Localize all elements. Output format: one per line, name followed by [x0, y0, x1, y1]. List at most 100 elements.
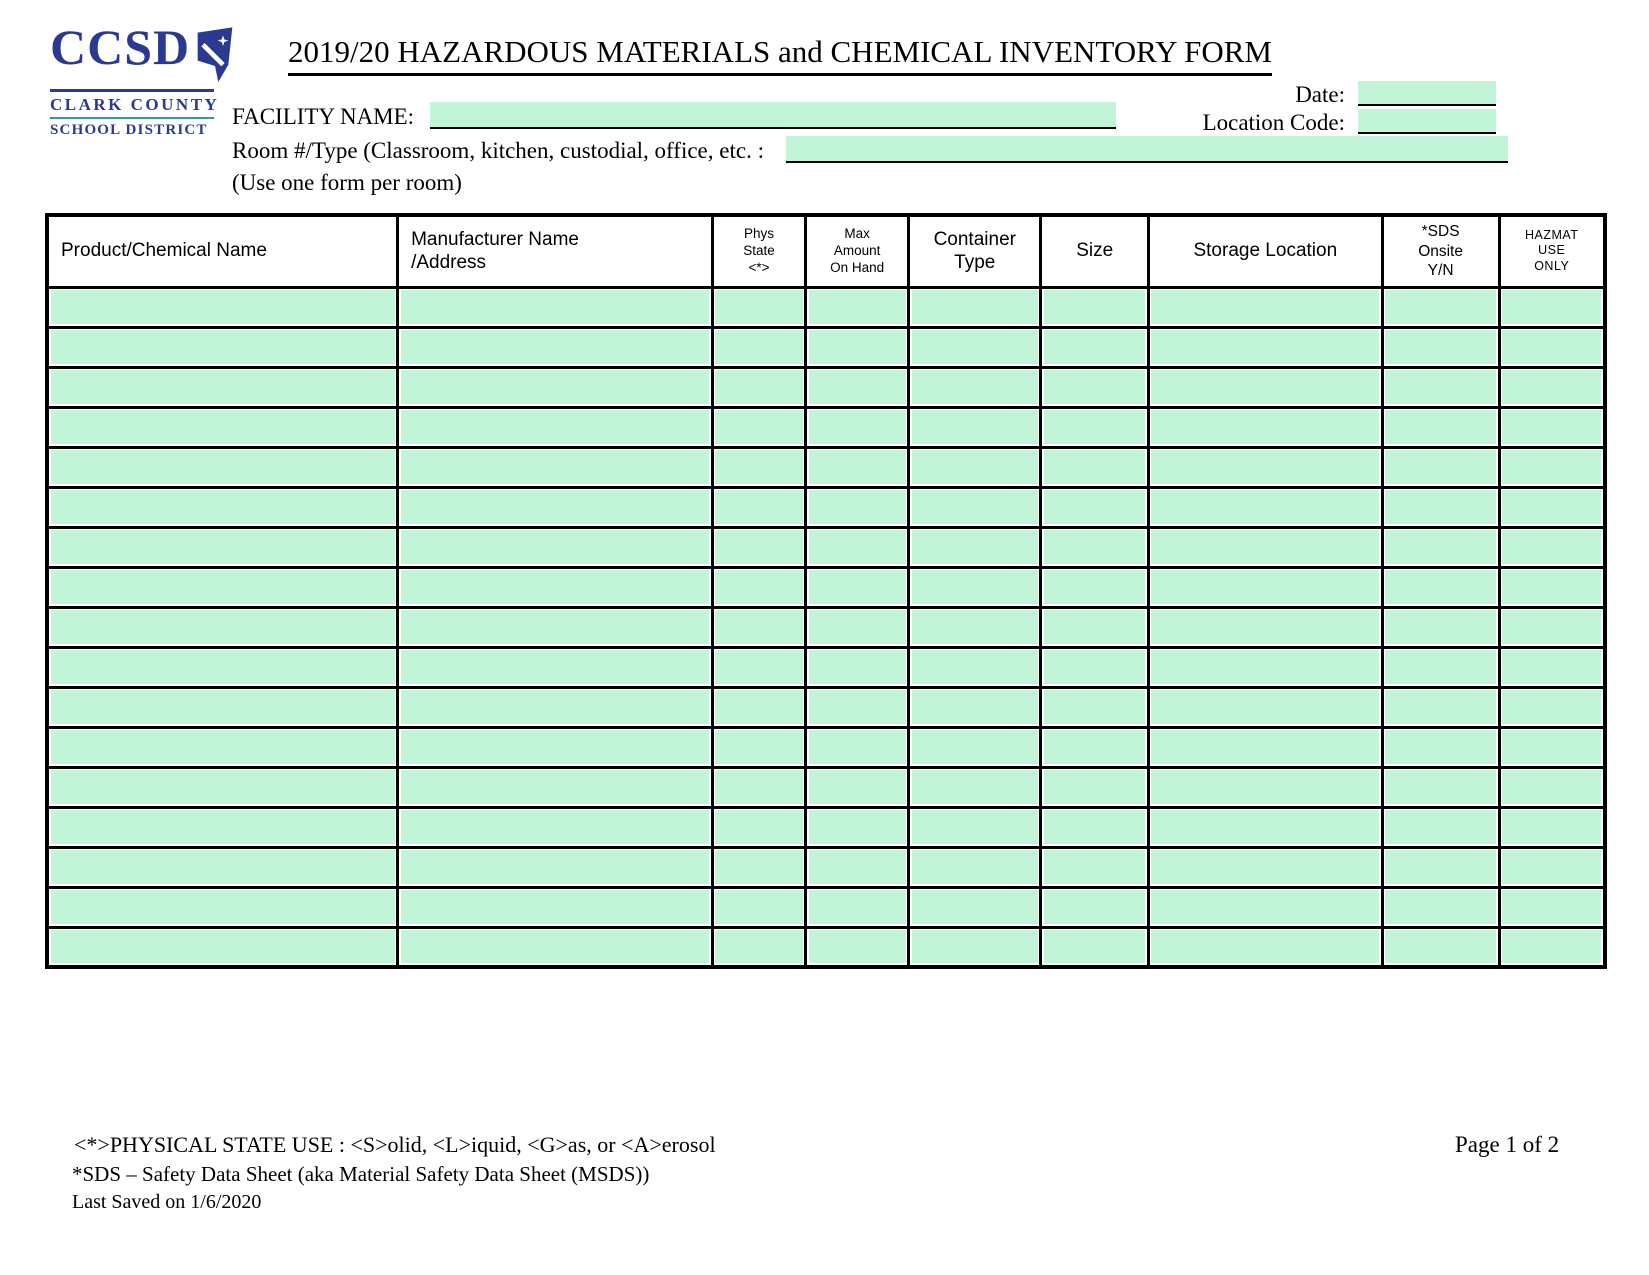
cell-max[interactable]	[804, 685, 911, 729]
cell-max[interactable]	[804, 485, 911, 529]
cell-storage-location[interactable]	[1146, 325, 1384, 369]
cell-size[interactable]	[1039, 365, 1150, 409]
cell-sds[interactable]	[1380, 885, 1501, 929]
cell-product-chemical-name[interactable]	[45, 525, 400, 569]
cell-size[interactable]	[1039, 805, 1150, 849]
cell-max[interactable]	[804, 605, 911, 649]
room-type-input[interactable]	[786, 136, 1508, 163]
cell-max[interactable]	[804, 725, 911, 769]
cell-storage-location[interactable]	[1146, 685, 1384, 729]
cell-product-chemical-name[interactable]	[45, 645, 400, 689]
cell-sds[interactable]	[1380, 685, 1501, 729]
cell-phys[interactable]	[710, 605, 808, 649]
cell-storage-location[interactable]	[1146, 485, 1384, 529]
cell-sds[interactable]	[1380, 765, 1501, 809]
cell-size[interactable]	[1039, 565, 1150, 609]
cell-max[interactable]	[804, 805, 911, 849]
cell-container[interactable]	[907, 645, 1043, 689]
cell-max[interactable]	[804, 405, 911, 449]
cell-phys[interactable]	[710, 565, 808, 609]
cell-size[interactable]	[1039, 845, 1150, 889]
cell-max[interactable]	[804, 765, 911, 809]
cell-product-chemical-name[interactable]	[45, 445, 400, 489]
cell-phys[interactable]	[710, 645, 808, 689]
cell-hazmat[interactable]	[1497, 485, 1607, 529]
cell-max[interactable]	[804, 365, 911, 409]
cell-sds[interactable]	[1380, 405, 1501, 449]
location-code-input[interactable]	[1358, 109, 1496, 134]
cell-manufacturer-name[interactable]	[396, 925, 714, 969]
cell-phys[interactable]	[710, 285, 808, 329]
cell-product-chemical-name[interactable]	[45, 405, 400, 449]
cell-manufacturer-name[interactable]	[396, 845, 714, 889]
cell-hazmat[interactable]	[1497, 805, 1607, 849]
cell-sds[interactable]	[1380, 845, 1501, 889]
cell-container[interactable]	[907, 685, 1043, 729]
cell-max[interactable]	[804, 645, 911, 689]
cell-manufacturer-name[interactable]	[396, 805, 714, 849]
cell-sds[interactable]	[1380, 925, 1501, 969]
cell-hazmat[interactable]	[1497, 845, 1607, 889]
cell-manufacturer-name[interactable]	[396, 365, 714, 409]
cell-sds[interactable]	[1380, 485, 1501, 529]
cell-manufacturer-name[interactable]	[396, 525, 714, 569]
cell-hazmat[interactable]	[1497, 445, 1607, 489]
cell-manufacturer-name[interactable]	[396, 565, 714, 609]
cell-sds[interactable]	[1380, 645, 1501, 689]
cell-manufacturer-name[interactable]	[396, 405, 714, 449]
cell-manufacturer-name[interactable]	[396, 445, 714, 489]
cell-size[interactable]	[1039, 925, 1150, 969]
cell-container[interactable]	[907, 485, 1043, 529]
cell-size[interactable]	[1039, 405, 1150, 449]
cell-product-chemical-name[interactable]	[45, 685, 400, 729]
cell-phys[interactable]	[710, 485, 808, 529]
cell-phys[interactable]	[710, 525, 808, 569]
cell-storage-location[interactable]	[1146, 845, 1384, 889]
cell-sds[interactable]	[1380, 565, 1501, 609]
cell-manufacturer-name[interactable]	[396, 765, 714, 809]
cell-size[interactable]	[1039, 325, 1150, 369]
cell-product-chemical-name[interactable]	[45, 365, 400, 409]
cell-container[interactable]	[907, 845, 1043, 889]
cell-product-chemical-name[interactable]	[45, 725, 400, 769]
cell-size[interactable]	[1039, 885, 1150, 929]
cell-storage-location[interactable]	[1146, 925, 1384, 969]
cell-hazmat[interactable]	[1497, 725, 1607, 769]
cell-container[interactable]	[907, 285, 1043, 329]
cell-max[interactable]	[804, 325, 911, 369]
cell-hazmat[interactable]	[1497, 525, 1607, 569]
cell-phys[interactable]	[710, 845, 808, 889]
cell-container[interactable]	[907, 565, 1043, 609]
cell-manufacturer-name[interactable]	[396, 645, 714, 689]
cell-sds[interactable]	[1380, 725, 1501, 769]
cell-phys[interactable]	[710, 765, 808, 809]
cell-hazmat[interactable]	[1497, 885, 1607, 929]
cell-hazmat[interactable]	[1497, 645, 1607, 689]
cell-max[interactable]	[804, 285, 911, 329]
cell-product-chemical-name[interactable]	[45, 605, 400, 649]
cell-product-chemical-name[interactable]	[45, 845, 400, 889]
cell-manufacturer-name[interactable]	[396, 605, 714, 649]
cell-product-chemical-name[interactable]	[45, 885, 400, 929]
cell-container[interactable]	[907, 445, 1043, 489]
cell-storage-location[interactable]	[1146, 405, 1384, 449]
facility-name-input[interactable]	[430, 102, 1116, 129]
cell-storage-location[interactable]	[1146, 885, 1384, 929]
cell-max[interactable]	[804, 885, 911, 929]
cell-container[interactable]	[907, 925, 1043, 969]
cell-container[interactable]	[907, 365, 1043, 409]
cell-product-chemical-name[interactable]	[45, 765, 400, 809]
cell-phys[interactable]	[710, 805, 808, 849]
cell-phys[interactable]	[710, 405, 808, 449]
cell-manufacturer-name[interactable]	[396, 285, 714, 329]
cell-size[interactable]	[1039, 285, 1150, 329]
cell-storage-location[interactable]	[1146, 645, 1384, 689]
cell-container[interactable]	[907, 885, 1043, 929]
cell-container[interactable]	[907, 725, 1043, 769]
cell-manufacturer-name[interactable]	[396, 885, 714, 929]
cell-product-chemical-name[interactable]	[45, 325, 400, 369]
cell-product-chemical-name[interactable]	[45, 805, 400, 849]
cell-storage-location[interactable]	[1146, 765, 1384, 809]
cell-container[interactable]	[907, 325, 1043, 369]
cell-size[interactable]	[1039, 645, 1150, 689]
